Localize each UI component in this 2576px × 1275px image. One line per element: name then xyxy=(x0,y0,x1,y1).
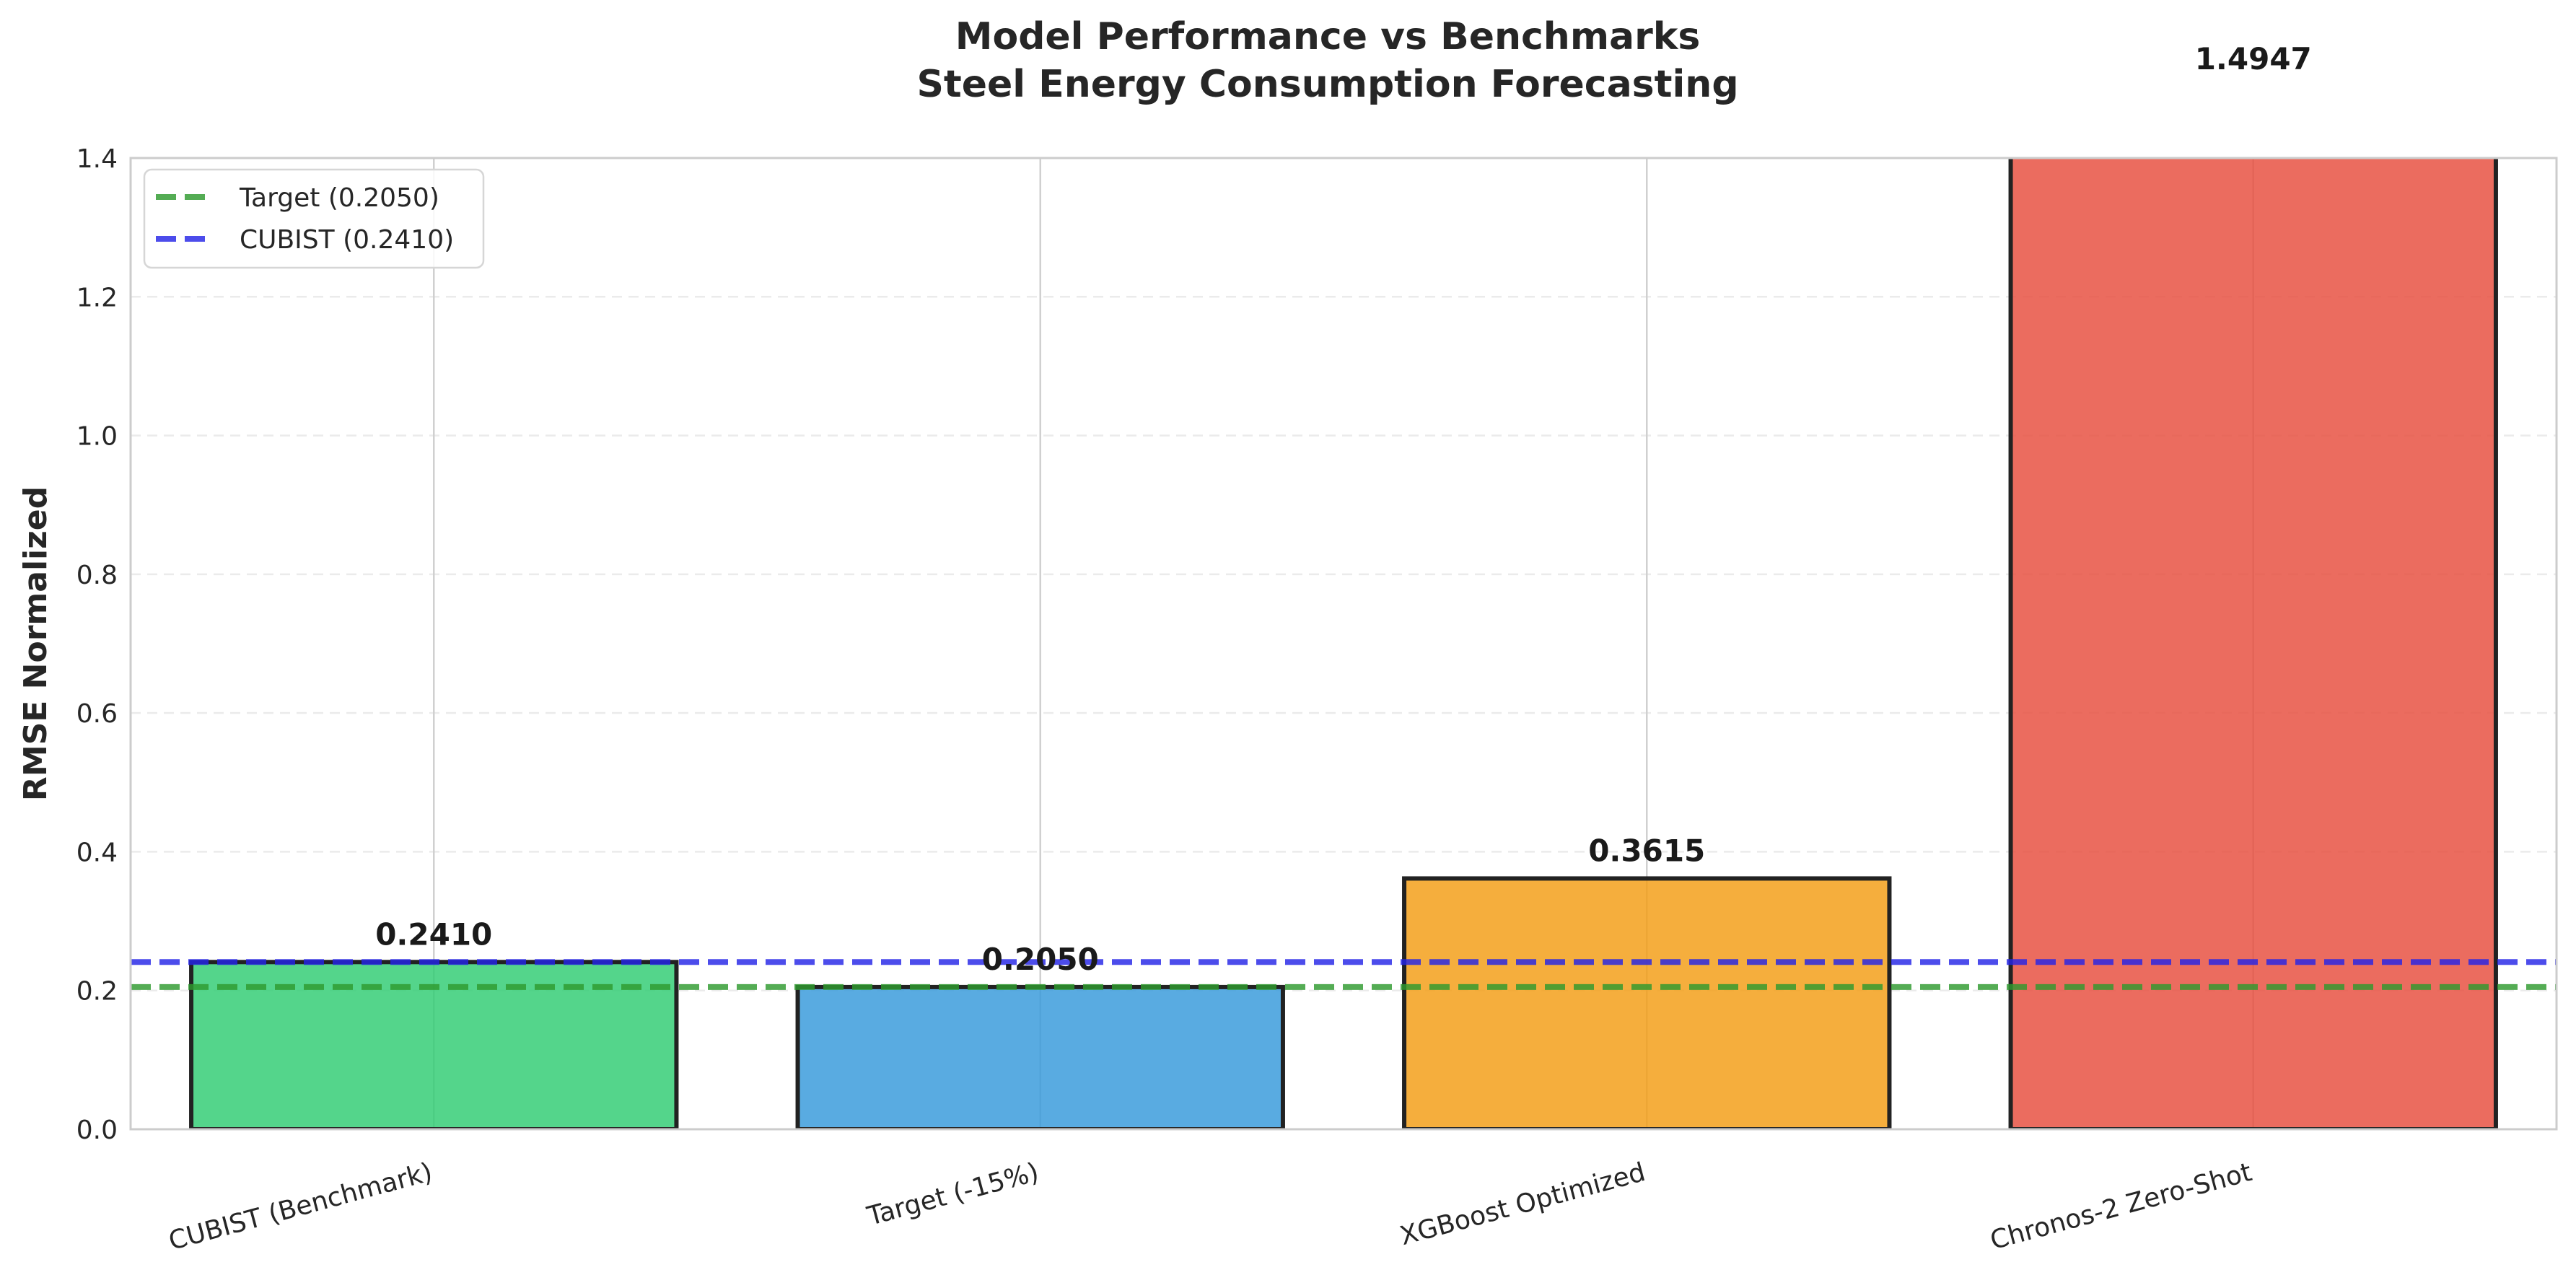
y-tick-label-7: 1.4 xyxy=(76,144,118,174)
bar-1 xyxy=(795,984,1285,1129)
y-tick-label-1: 0.2 xyxy=(76,977,118,1007)
value-label-1: 0.2050 xyxy=(982,942,1099,977)
value-label-2: 0.3615 xyxy=(1588,833,1705,868)
bar-2 xyxy=(1402,876,1892,1129)
bar-3 xyxy=(2008,158,2498,1129)
title-line-1: Model Performance vs Benchmarks xyxy=(955,15,1701,58)
bar-0 xyxy=(189,960,679,1129)
plot-frame xyxy=(129,157,2558,1131)
chart-title: Model Performance vs Benchmarks Steel En… xyxy=(916,15,1738,106)
legend-box xyxy=(143,168,485,269)
legend: Target (0.2050) CUBIST (0.2410) xyxy=(143,168,485,269)
value-label-0: 0.2410 xyxy=(375,916,492,952)
y-axis-label: RMSE Normalized xyxy=(17,486,54,801)
legend-label-1: CUBIST (0.2410) xyxy=(240,225,454,255)
y-tick-label-6: 1.2 xyxy=(76,283,118,312)
title-line-2: Steel Energy Consumption Forecasting xyxy=(916,63,1738,106)
legend-label-0: Target (0.2050) xyxy=(239,183,439,213)
bars xyxy=(189,158,2498,1129)
y-tick-label-4: 0.8 xyxy=(76,561,118,590)
value-label-3: 1.4947 xyxy=(2195,41,2312,76)
y-tick-label-3: 0.6 xyxy=(76,699,118,729)
y-tick-label-2: 0.4 xyxy=(76,838,118,867)
y-tick-label-5: 1.0 xyxy=(76,422,118,452)
y-tick-label-0: 0.0 xyxy=(76,1116,118,1145)
